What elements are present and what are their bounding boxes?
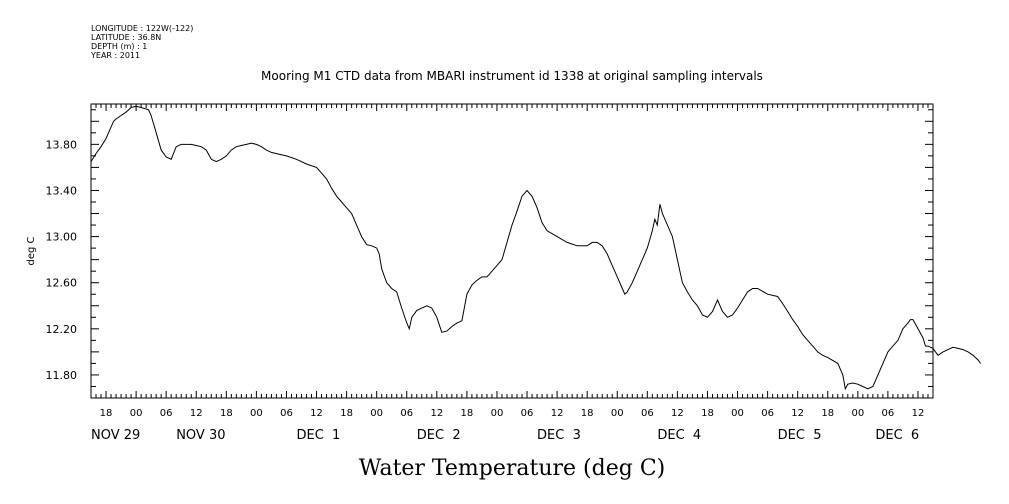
x-day-label: DEC 3	[537, 428, 581, 443]
metadata-latitude: LATITUDE : 36.8N	[91, 33, 161, 42]
y-tick-label: 12.60	[46, 277, 78, 290]
x-day-label: DEC 4	[657, 428, 701, 443]
x-hour-label: 18	[821, 408, 834, 419]
x-axis-title: Water Temperature (deg C)	[359, 456, 666, 481]
metadata-block: LONGITUDE : 122W(-122) LATITUDE : 36.8N …	[90, 24, 193, 60]
chart-title: Mooring M1 CTD data from MBARI instrumen…	[261, 69, 763, 83]
x-hour-label: 06	[761, 408, 774, 419]
x-day-label: DEC 6	[875, 428, 919, 443]
y-tick-label: 13.00	[46, 231, 78, 244]
x-hour-label: 12	[430, 408, 443, 419]
x-hour-label: 12	[190, 408, 203, 419]
y-axis: 11.80 12.20 12.60 13.00 13.40 13.80	[46, 109, 933, 399]
series-layer	[90, 105, 982, 391]
x-hour-label: 18	[701, 408, 714, 419]
x-hour-label: 18	[100, 408, 113, 419]
x-hour-label: 12	[310, 408, 323, 419]
x-hour-label: 00	[130, 408, 143, 419]
x-hour-label: 00	[611, 408, 624, 419]
y-tick-label: 12.20	[46, 323, 78, 336]
x-hour-label: 18	[220, 408, 233, 419]
x-hour-label: 06	[641, 408, 654, 419]
x-hour-label: 12	[912, 408, 925, 419]
x-hour-label: 00	[250, 408, 263, 419]
x-hour-label: 18	[581, 408, 594, 419]
x-hour-label: 00	[851, 408, 864, 419]
y-tick-label: 11.80	[46, 369, 78, 382]
x-hour-label: 12	[551, 408, 564, 419]
x-hour-label: 00	[491, 408, 504, 419]
x-hour-label: 18	[340, 408, 353, 419]
x-hour-label: 06	[160, 408, 173, 419]
x-hour-label: 06	[280, 408, 293, 419]
y-tick-label: 13.80	[46, 138, 78, 151]
metadata-longitude: LONGITUDE : 122W(-122)	[91, 24, 193, 33]
x-day-label: NOV 30	[176, 428, 225, 443]
x-hour-label: 12	[791, 408, 804, 419]
x-day-label: DEC 2	[417, 428, 461, 443]
x-hour-label: 06	[400, 408, 413, 419]
x-axis: 18 00 06 12 18 00 06 12 18 00 06 12 18 00 06 12 18 00 06 12…	[90, 104, 934, 443]
y-tick-label: 13.40	[46, 184, 78, 197]
y-axis-label: deg C	[26, 236, 37, 265]
temperature-series-line	[90, 105, 982, 391]
x-hour-label: 00	[370, 408, 383, 419]
x-hour-label: 06	[521, 408, 534, 419]
x-hour-label: 18	[461, 408, 474, 419]
metadata-year: YEAR : 2011	[90, 51, 140, 60]
x-day-label: NOV 29	[91, 428, 140, 443]
x-day-label: DEC 5	[778, 428, 822, 443]
plot-frame	[90, 103, 934, 399]
metadata-depth: DEPTH (m) : 1	[91, 42, 147, 51]
x-hour-label: 00	[731, 408, 744, 419]
x-day-label: DEC 1	[296, 428, 340, 443]
x-hour-label: 12	[671, 408, 684, 419]
x-hour-label: 06	[882, 408, 895, 419]
